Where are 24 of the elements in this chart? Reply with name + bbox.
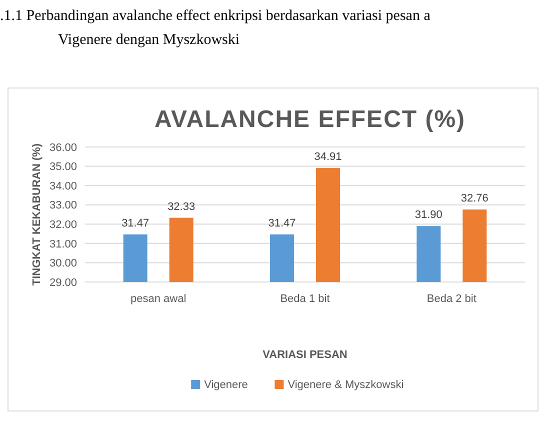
text: .1.1 Perbandingan avalanche effect enkripsi berdasarkan variasi pesan a [0, 8, 431, 24]
y-tick-label: 34.00 [49, 180, 77, 192]
legend-label: Vigenere [204, 379, 248, 391]
data-label: 31.90 [414, 209, 442, 222]
y-tick-label: 36.00 [49, 142, 77, 154]
x-tick-label: Beda 2 bit [426, 293, 476, 305]
chart-title: AVALANCHE EFFECT (%) [154, 106, 466, 133]
y-tick-label: 29.00 [49, 276, 77, 289]
data-label: 32.76 [460, 192, 488, 204]
x-axis-title: VARIASI PESAN [262, 349, 348, 361]
y-tick-label: 35.00 [49, 161, 77, 174]
data-label: 34.91 [314, 151, 342, 164]
y-tick-label: 30.00 [49, 258, 77, 270]
legend-label: Vigenere & Myszkowski [288, 379, 404, 391]
y-tick-label: 32.00 [49, 218, 77, 231]
data-label: 31.47 [122, 217, 150, 230]
y-tick-label: 33.00 [49, 200, 77, 212]
text: Vigenere dengan Myszkowski [58, 32, 240, 48]
y-tick-label: 31.00 [49, 238, 77, 250]
x-tick-label: pesan awal [130, 293, 186, 305]
data-label: 31.47 [268, 217, 296, 230]
x-tick-label: Beda 1 bit [280, 293, 330, 305]
y-axis-title: TINGKAT KEKABURAN (%) [31, 143, 43, 286]
data-label: 32.33 [168, 200, 196, 213]
